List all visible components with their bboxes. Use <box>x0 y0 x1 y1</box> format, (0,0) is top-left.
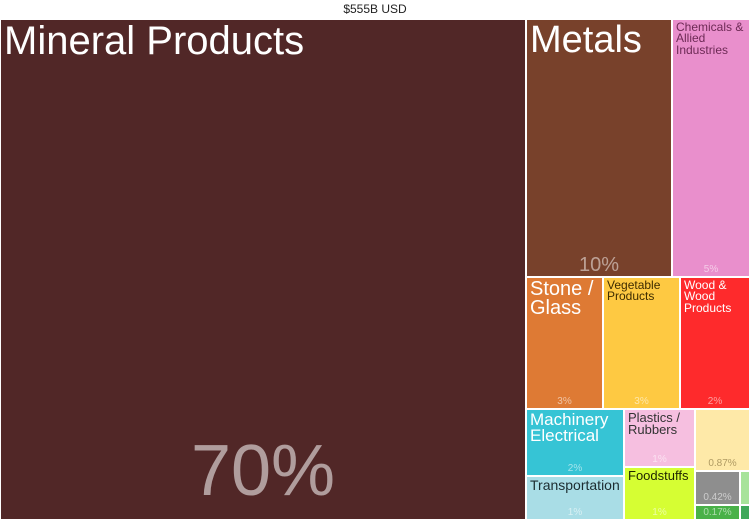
tile-label: Chemicals & Allied Industries <box>676 20 744 57</box>
total-value-label: $555B USD <box>343 2 407 16</box>
tile-share: 0.42% <box>703 492 732 503</box>
tile-label: Plastics / Rubbers <box>628 410 681 438</box>
tile-share: 1% <box>652 507 667 518</box>
tile-label: Foodstuffs <box>628 468 689 483</box>
tile-share: 5% <box>703 264 719 275</box>
tile-label: Vegetable Products <box>607 278 661 304</box>
treemap-tile[interactable]: Metals 10% <box>526 19 672 277</box>
treemap-tile[interactable]: Vegetable Products 3% <box>603 277 680 409</box>
tile-label: Mineral Products <box>4 19 305 63</box>
treemap-tile[interactable]: Foodstuffs 1% <box>624 467 695 520</box>
treemap-tile[interactable] <box>740 471 750 505</box>
treemap-tile[interactable]: Plastics / Rubbers 1% <box>624 409 695 467</box>
tile-label: Stone / Glass <box>530 278 594 319</box>
tile-share: 2% <box>707 396 723 407</box>
treemap-tile[interactable]: 0.87% <box>695 409 750 471</box>
treemap-tile[interactable] <box>740 505 750 520</box>
tile-share: 0.87% <box>708 458 737 469</box>
tile-label: Wood & Wood Products <box>684 278 732 315</box>
treemap-tile[interactable]: 0.42% <box>695 471 740 505</box>
treemap-tile[interactable]: 0.17% <box>695 505 740 520</box>
treemap-tile[interactable]: Transportation 1% <box>526 476 624 520</box>
tile-label: Metals <box>530 19 642 61</box>
tile-share: 3% <box>557 396 572 407</box>
tile-share: 0.17% <box>703 507 732 518</box>
treemap-tile[interactable]: Chemicals & Allied Industries 5% <box>672 19 750 277</box>
treemap-tile[interactable]: Stone / Glass 3% <box>526 277 603 409</box>
tile-label: Machinery Electrical <box>530 410 609 446</box>
tile-share: 2% <box>567 463 583 474</box>
tile-share: 10% <box>578 254 620 276</box>
tile-share: 1% <box>652 454 667 465</box>
tile-label: Transportation <box>530 477 620 493</box>
tile-share: 1% <box>567 507 583 518</box>
treemap-tile[interactable]: Mineral Products 70% <box>0 19 526 520</box>
tile-share: 3% <box>634 396 649 407</box>
treemap-tile[interactable]: Machinery Electrical 2% <box>526 409 624 476</box>
treemap-tile[interactable]: Wood & Wood Products 2% <box>680 277 750 409</box>
tile-share: 70% <box>190 431 336 511</box>
